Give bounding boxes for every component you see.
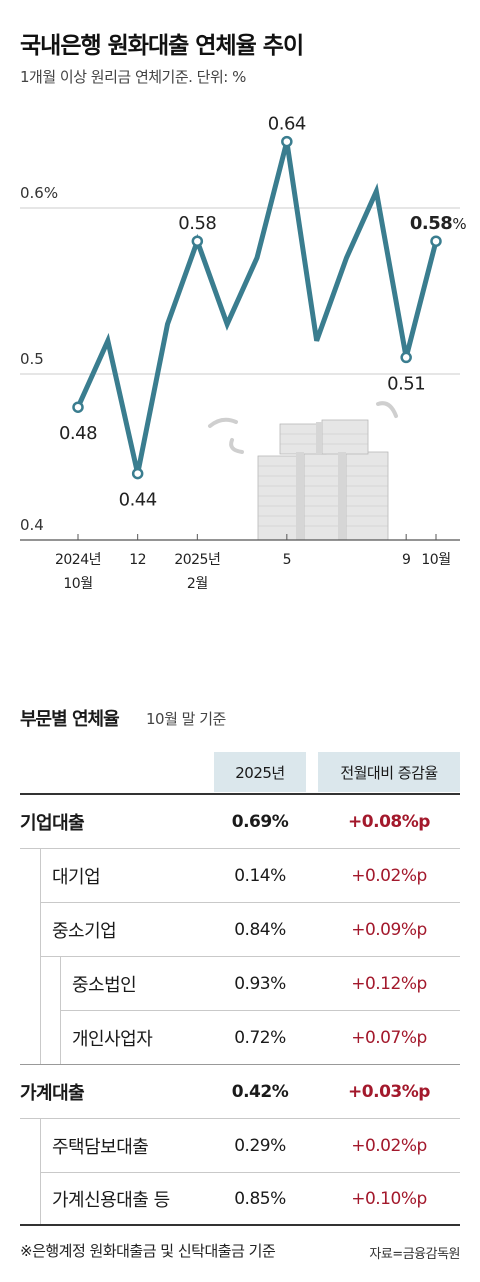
row-change: +0.02%p <box>351 1135 427 1156</box>
table-row: 가계신용대출 등 0.85% +0.10%p <box>40 1173 460 1224</box>
row-value: 0.72% <box>234 1028 286 1048</box>
column-header-change: 전월대비 증감율 <box>318 752 460 792</box>
table-title: 부문별 연체율 <box>20 709 120 730</box>
data-label-unit: % <box>452 215 466 233</box>
data-label: 0.58 <box>178 213 216 234</box>
data-label: 0.48 <box>59 423 97 444</box>
x-tick-label: 2월 <box>187 576 208 592</box>
table-row: 대기업 0.14% +0.02%p <box>40 849 460 903</box>
row-label: 중소법인 <box>72 974 137 996</box>
row-change: +0.02%p <box>351 865 427 886</box>
row-change: +0.03%p <box>348 1081 430 1102</box>
line-chart: 0.6% 0.5 0.4 2024년 10월 12 2025년 2월 5 9 10월 0.48 0.4… <box>20 114 467 592</box>
data-label: 0.64 <box>268 114 306 135</box>
data-label: 0.51 <box>387 373 425 394</box>
x-tick-label: 10월 <box>63 576 92 592</box>
row-value: 0.93% <box>234 973 286 994</box>
x-tick-label: 9 <box>402 552 410 568</box>
data-point <box>191 235 204 247</box>
chart-subtitle: 1개월 이상 원리금 연체기준. 단위: % <box>20 68 246 86</box>
row-label: 개인사업자 <box>72 1029 153 1050</box>
data-point <box>281 135 293 148</box>
row-change: +0.12%p <box>351 973 427 994</box>
data-label: 0.58% <box>410 213 466 234</box>
row-label: 중소기업 <box>52 920 117 942</box>
footnote: ※은행계정 원화대출금 및 신탁대출금 기준 <box>20 1242 276 1260</box>
data-point <box>72 401 84 413</box>
row-label: 가계대출 <box>20 1082 85 1104</box>
row-change: +0.08%p <box>348 811 430 832</box>
row-value: 0.84% <box>234 919 286 940</box>
table-header-rule <box>20 793 460 795</box>
table-bottom-rule <box>20 1224 460 1226</box>
row-change: +0.10%p <box>351 1188 427 1209</box>
row-label: 주택담보대출 <box>52 1136 149 1158</box>
table-row: 중소법인 0.93% +0.12%p <box>60 957 460 1011</box>
indent-guide <box>60 957 61 1064</box>
source-credit: 자료=금융감독원 <box>369 1247 460 1262</box>
row-label: 기업대출 <box>20 812 85 834</box>
y-tick-label: 0.6% <box>20 184 58 202</box>
money-stack-illustration <box>208 401 398 541</box>
table-row: 가계대출 0.42% +0.03%p <box>20 1065 460 1119</box>
row-value: 0.85% <box>234 1188 286 1209</box>
x-tick-label: 10월 <box>421 552 450 568</box>
series-line <box>75 140 439 475</box>
row-value: 0.69% <box>231 811 289 832</box>
row-label: 가계신용대출 등 <box>52 1189 170 1211</box>
indent-guide <box>40 1119 41 1224</box>
data-point <box>430 235 442 247</box>
table-row: 기업대출 0.69% +0.08%p <box>20 795 460 849</box>
row-change: +0.09%p <box>351 919 427 940</box>
row-value: 0.29% <box>234 1135 286 1156</box>
indent-guide <box>40 849 41 1064</box>
x-tick-label: 2024년 <box>55 552 101 568</box>
row-value: 0.14% <box>234 865 286 886</box>
x-tick-label: 12 <box>129 552 146 568</box>
row-label: 대기업 <box>52 866 101 888</box>
column-header-year: 2025년 <box>214 752 306 792</box>
x-tick-label: 5 <box>283 552 291 568</box>
row-change: +0.07%p <box>351 1028 427 1048</box>
data-point <box>131 467 144 480</box>
data-label: 0.44 <box>119 490 157 511</box>
y-tick-label: 0.4 <box>20 516 44 534</box>
section-divider <box>20 1064 460 1065</box>
table-row: 중소기업 0.84% +0.09%p <box>40 903 460 957</box>
y-tick-label: 0.5 <box>20 350 44 368</box>
row-value: 0.42% <box>231 1081 289 1102</box>
chart-title: 국내은행 원화대출 연체율 추이 <box>20 33 304 59</box>
table-row: 개인사업자 0.72% +0.07%p <box>60 1011 460 1065</box>
data-point <box>400 351 412 364</box>
table-row: 주택담보대출 0.29% +0.02%p <box>40 1119 460 1173</box>
x-tick-label: 2025년 <box>174 552 220 568</box>
table-subtitle: 10월 말 기준 <box>146 710 226 728</box>
